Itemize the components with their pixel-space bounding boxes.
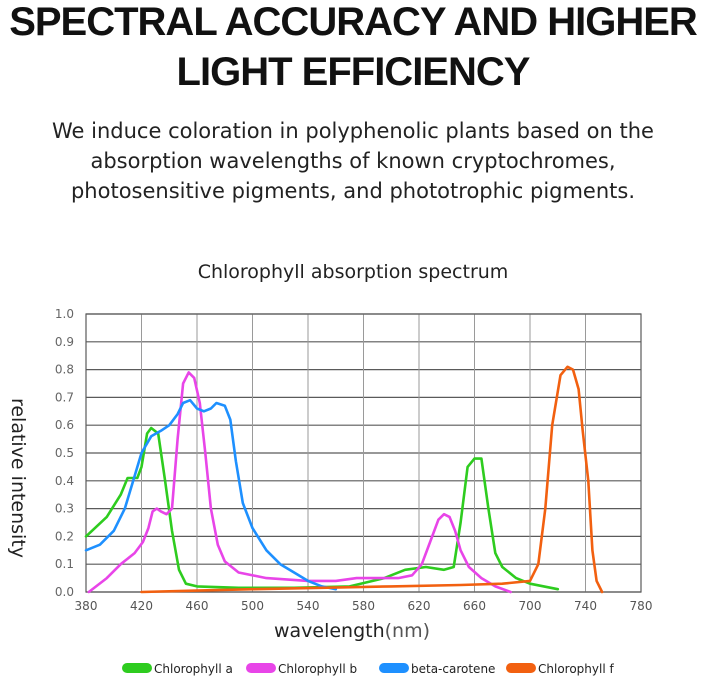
x-tick-label: 620 [408, 599, 431, 613]
x-tick-label: 420 [130, 599, 153, 613]
legend-swatch [122, 663, 152, 673]
series-line-chlorophyll-b [87, 371, 512, 594]
y-tick-label: 0.7 [55, 390, 74, 404]
legend-swatch [506, 663, 536, 673]
headline-line-1: SPECTRAL ACCURACY AND HIGHER [9, 0, 698, 44]
x-axis-label-text: wavelength [274, 620, 385, 642]
subtitle-line-2: absorption wavelengths of known cryptoch… [90, 149, 616, 173]
legend-swatch [246, 663, 276, 673]
y-tick-label: 0.1 [55, 557, 74, 571]
y-tick-label: 0.2 [55, 529, 74, 543]
y-axis-label: relative intensity [7, 398, 29, 558]
chart-title: Chlorophyll absorption spectrum [198, 261, 509, 283]
subtitle: We induce coloration in polyphenolic pla… [0, 116, 706, 206]
y-tick-label: 0.0 [55, 585, 74, 599]
x-tick-label: 540 [297, 599, 320, 613]
legend-swatch [379, 663, 409, 673]
series-line-chlorophyll-f [140, 365, 604, 594]
y-tick-label: 0.9 [55, 335, 74, 349]
series-line-beta-carotene [84, 398, 338, 591]
y-tick-label: 0.3 [55, 502, 74, 516]
x-axis-label: wavelength(nm) [274, 620, 430, 642]
legend-label: Chlorophyll b [278, 662, 357, 676]
x-tick-label: 500 [241, 599, 264, 613]
y-tick-label: 0.5 [55, 446, 74, 460]
x-axis-unit: (nm) [385, 620, 430, 642]
legend-label: Chlorophyll a [154, 662, 233, 676]
subtitle-line-3: photosensitive pigments, and phototrophi… [70, 179, 636, 203]
x-tick-label: 580 [352, 599, 375, 613]
y-tick-label: 0.8 [55, 363, 74, 377]
x-tick-label: 700 [519, 599, 542, 613]
y-tick-label: 0.6 [55, 418, 74, 432]
legend-label: Chlorophyll f [538, 662, 614, 676]
x-tick-label: 740 [574, 599, 597, 613]
x-tick-label: 460 [186, 599, 209, 613]
subtitle-line-1: We induce coloration in polyphenolic pla… [52, 119, 654, 143]
legend-label: beta-carotene [411, 662, 495, 676]
y-tick-label: 0.4 [55, 474, 74, 488]
y-tick-label: 1.0 [55, 307, 74, 321]
x-tick-label: 660 [463, 599, 486, 613]
headline-line-2: LIGHT EFFICIENCY [176, 50, 531, 94]
plot-frame [85, 313, 642, 593]
x-tick-label: 380 [75, 599, 98, 613]
x-tick-label: 780 [630, 599, 653, 613]
